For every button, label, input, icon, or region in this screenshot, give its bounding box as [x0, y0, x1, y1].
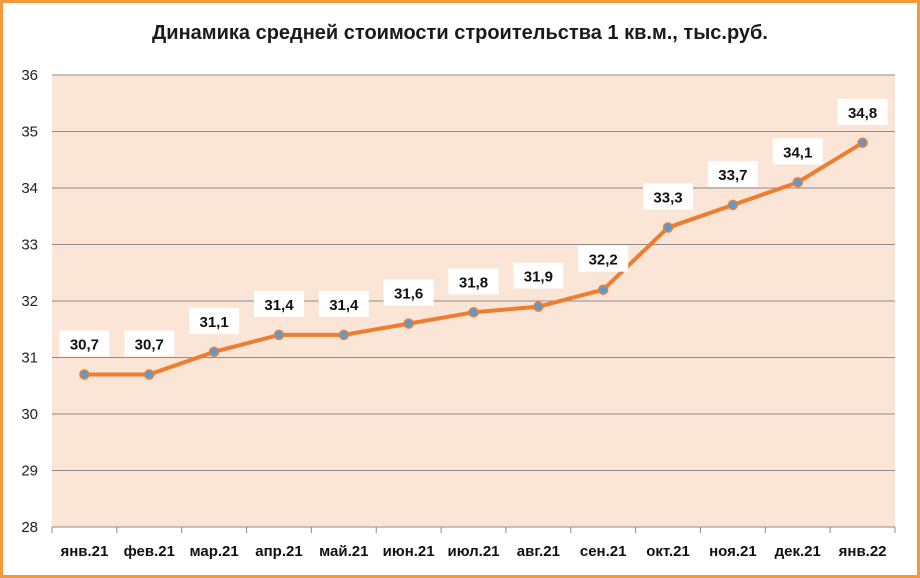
data-label: 31,8 [459, 274, 488, 291]
data-point [662, 222, 674, 233]
x-tick-label: апр.21 [255, 543, 302, 560]
y-tick-label: 31 [21, 350, 38, 367]
x-tick-label: сен.21 [580, 543, 627, 560]
data-label: 33,3 [653, 190, 682, 207]
x-tick-label: авг.21 [517, 543, 560, 560]
x-tick-label: май.21 [319, 543, 368, 560]
data-label-box [772, 138, 823, 165]
data-label-box [707, 160, 758, 187]
data-label: 31,1 [200, 314, 229, 331]
chart-title: Динамика средней стоимости строительства… [152, 22, 768, 44]
data-label-box [837, 98, 888, 125]
data-label: 33,7 [718, 167, 747, 184]
data-label-box [578, 245, 629, 272]
data-label-box [643, 183, 694, 210]
data-point [79, 369, 90, 380]
data-label-box [513, 262, 564, 289]
data-label: 31,4 [264, 297, 294, 314]
x-tick-label: окт.21 [646, 543, 690, 560]
data-point [208, 346, 220, 358]
y-tick-label: 36 [21, 67, 38, 84]
y-tick-label: 30 [21, 406, 38, 423]
data-point [727, 199, 739, 211]
data-point [144, 369, 155, 380]
data-point [403, 318, 414, 329]
data-label-box [318, 290, 369, 317]
data-point [338, 329, 350, 341]
x-tick-label: ноя.21 [709, 543, 757, 560]
data-point [533, 301, 544, 312]
x-tick-label: июл.21 [447, 543, 499, 560]
data-label: 30,7 [135, 336, 164, 353]
data-label: 34,8 [848, 105, 877, 122]
data-label: 30,7 [70, 336, 99, 353]
x-tick-label: янв.21 [60, 543, 108, 560]
y-tick-label: 28 [21, 519, 38, 536]
data-label-box [383, 279, 434, 306]
data-point [857, 137, 868, 149]
data-point [468, 307, 479, 318]
y-tick-label: 35 [21, 124, 38, 141]
y-tick-label: 33 [21, 237, 38, 254]
y-tick-label: 29 [21, 463, 38, 480]
x-tick-label: мар.21 [189, 543, 238, 560]
data-label-box [448, 268, 499, 295]
data-label: 31,4 [329, 297, 359, 314]
x-tick-label: дек.21 [775, 543, 821, 560]
x-tick-label: июн.21 [383, 543, 435, 560]
data-label-box [189, 307, 240, 334]
data-label: 32,2 [589, 252, 618, 269]
data-label-box [124, 330, 175, 357]
data-point [792, 177, 803, 188]
data-label: 34,1 [783, 144, 812, 161]
x-tick-label: фев.21 [124, 543, 175, 560]
data-label-box [59, 330, 110, 357]
data-label: 31,6 [394, 286, 423, 303]
x-tick-label: янв.22 [839, 543, 887, 560]
data-label-box [253, 290, 304, 317]
data-label: 31,9 [524, 269, 553, 286]
y-tick-label: 32 [21, 293, 38, 310]
data-point [273, 329, 285, 341]
data-point [597, 284, 609, 295]
y-tick-label: 34 [21, 180, 38, 197]
